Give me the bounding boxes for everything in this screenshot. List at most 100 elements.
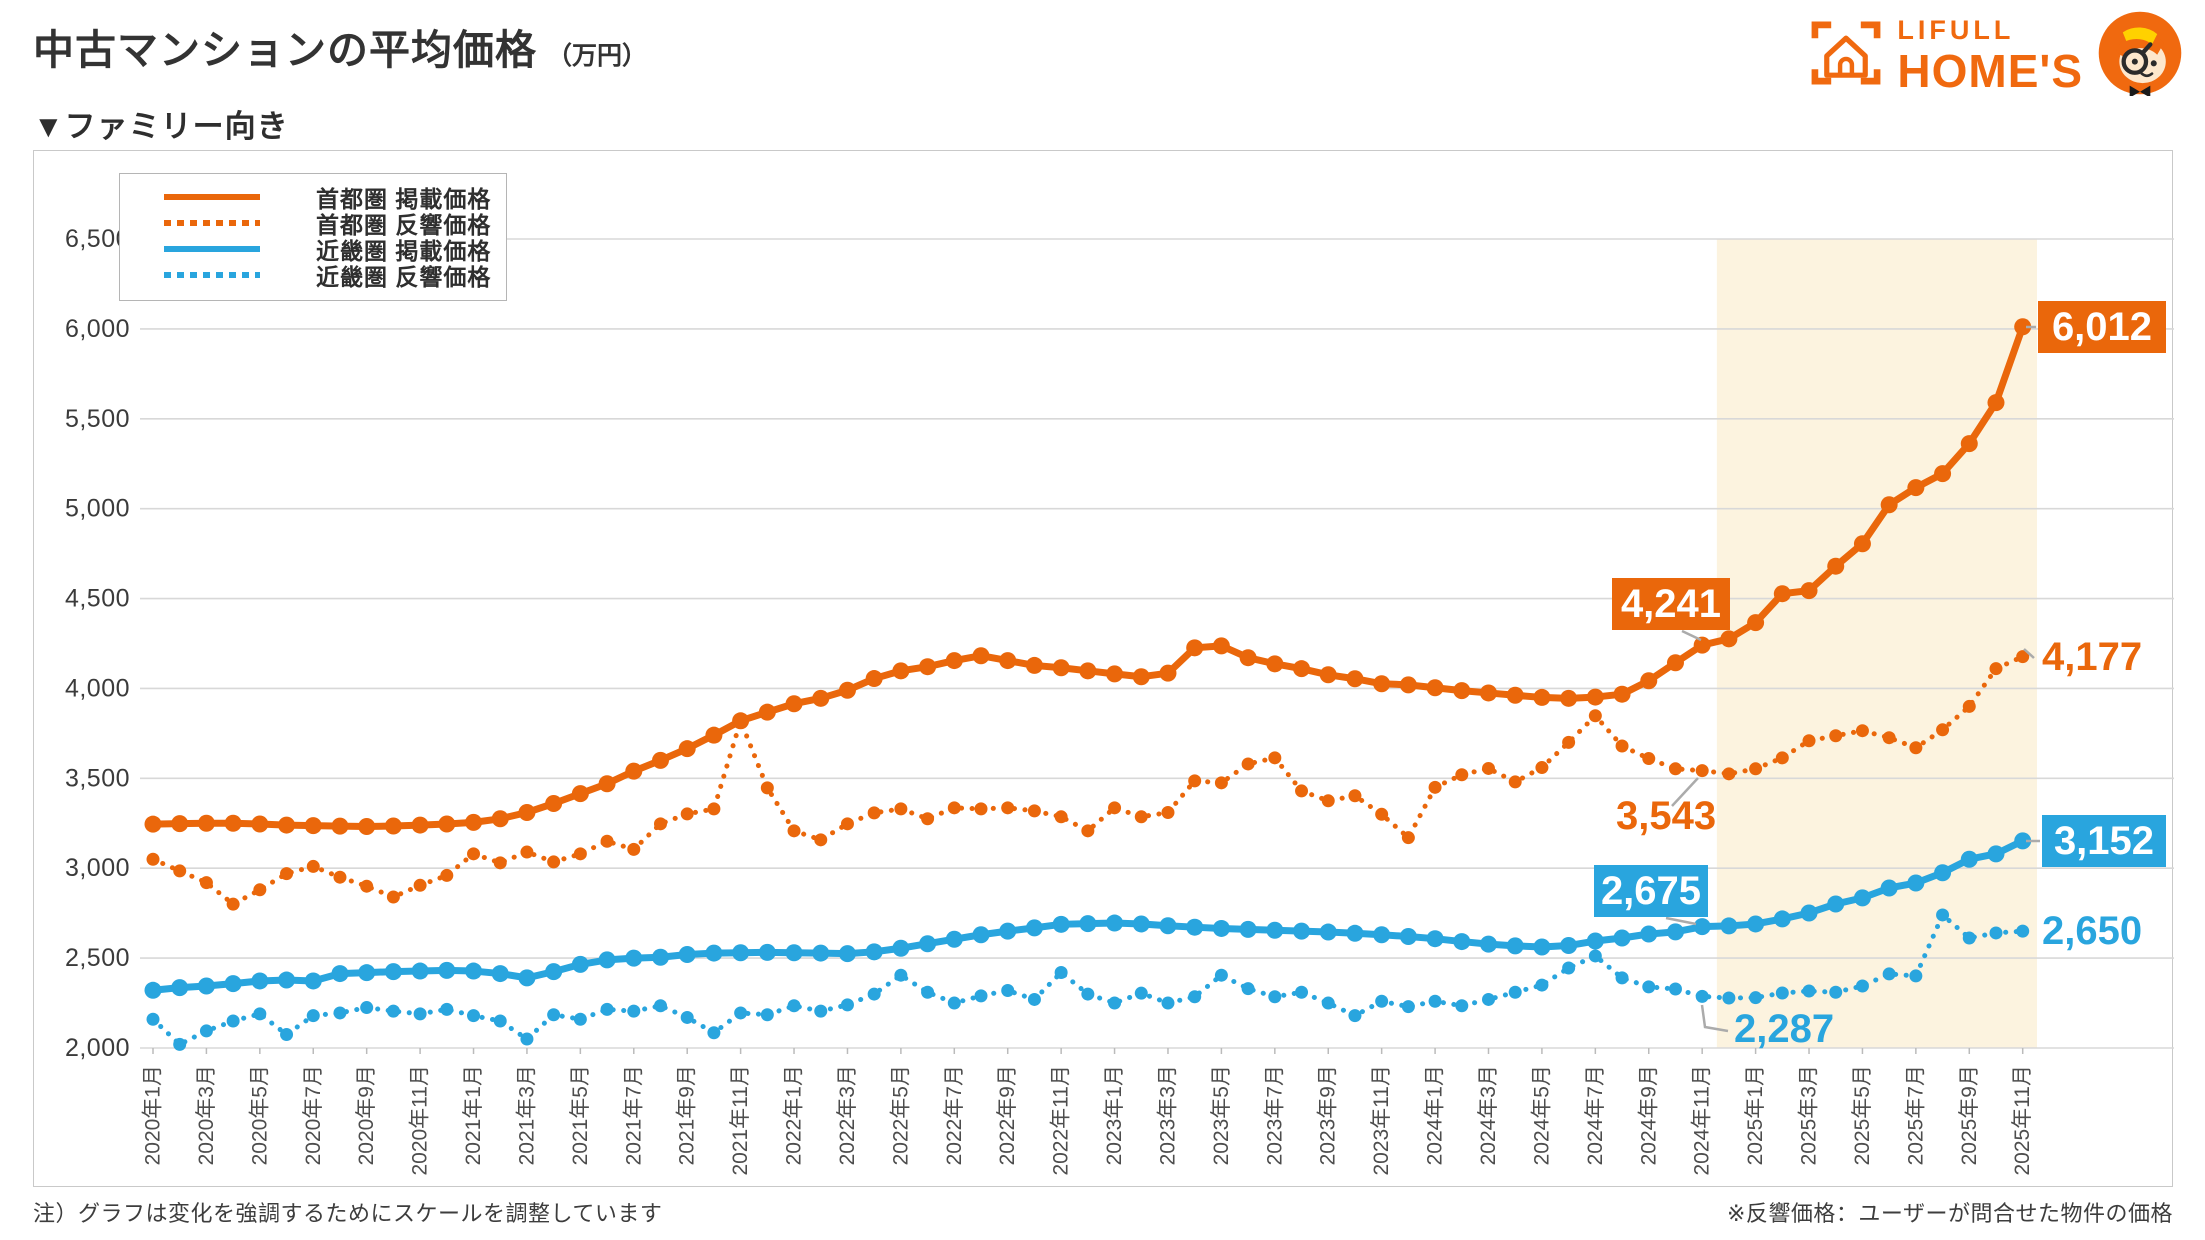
page-title-bar: 中古マンションの平均価格 （万円） bbox=[33, 16, 647, 76]
data-point bbox=[1934, 465, 1952, 483]
footnote-scale-note: 注）グラフは変化を強調するためにスケールを調整しています bbox=[33, 1201, 663, 1226]
data-point bbox=[520, 1032, 534, 1046]
data-point bbox=[1132, 915, 1150, 933]
data-point bbox=[1693, 636, 1711, 654]
data-point bbox=[999, 922, 1017, 940]
data-point bbox=[411, 816, 429, 834]
data-point bbox=[1615, 739, 1629, 753]
x-tick-label: 2024年7月 bbox=[1584, 1065, 1607, 1165]
data-point bbox=[1348, 789, 1362, 803]
data-point bbox=[1936, 908, 1950, 922]
data-point bbox=[1212, 919, 1230, 937]
data-point bbox=[573, 1012, 587, 1026]
legend-label: 首都圏 掲載価格 bbox=[316, 186, 492, 212]
x-tick-label: 2021年11月 bbox=[729, 1065, 752, 1176]
data-point bbox=[1773, 585, 1791, 603]
data-point bbox=[1399, 928, 1417, 946]
data-point bbox=[1586, 932, 1604, 950]
data-point bbox=[306, 1009, 320, 1023]
data-point bbox=[2014, 832, 2032, 850]
data-point bbox=[545, 963, 563, 981]
data-point bbox=[1880, 879, 1898, 897]
data-point bbox=[253, 883, 267, 897]
x-tick-label: 2025年3月 bbox=[1798, 1065, 1821, 1165]
data-point bbox=[1375, 807, 1389, 821]
data-point bbox=[144, 815, 162, 833]
data-point bbox=[1802, 734, 1816, 748]
data-point bbox=[680, 807, 694, 821]
legend-line-dotted-orange bbox=[164, 220, 260, 226]
annotation-value-label: 6,012 bbox=[2052, 305, 2152, 349]
series-0-listed-line-group bbox=[144, 318, 2032, 836]
data-point bbox=[1108, 996, 1122, 1010]
data-point bbox=[1214, 968, 1228, 982]
data-point bbox=[1295, 985, 1309, 999]
data-point bbox=[1560, 689, 1578, 707]
x-tick-label: 2025年5月 bbox=[1851, 1065, 1874, 1165]
data-point bbox=[226, 1014, 240, 1028]
data-point bbox=[1186, 639, 1204, 657]
data-point bbox=[1722, 767, 1736, 781]
data-point bbox=[465, 813, 483, 831]
data-point bbox=[1640, 925, 1658, 943]
data-point bbox=[705, 726, 723, 744]
annotation-leader-line bbox=[2023, 648, 2035, 659]
data-point bbox=[1882, 731, 1896, 745]
annotation-box bbox=[2042, 815, 2166, 867]
data-point bbox=[199, 876, 213, 890]
data-point bbox=[787, 824, 801, 838]
data-point bbox=[892, 939, 910, 957]
data-point bbox=[1268, 990, 1282, 1004]
price-trend-chart: 2,000 2,500 3,000 3,500 4,000 4,500 5,000 5,500… bbox=[65, 225, 2174, 1176]
data-point bbox=[838, 945, 856, 963]
data-point bbox=[173, 864, 187, 878]
data-point bbox=[1134, 810, 1148, 824]
x-tick-label: 2024年1月 bbox=[1424, 1065, 1447, 1165]
data-point bbox=[1962, 931, 1976, 945]
data-point bbox=[1295, 784, 1309, 798]
data-point bbox=[2016, 650, 2030, 664]
page-title: 中古マンションの平均価格 bbox=[33, 27, 537, 73]
data-point bbox=[1161, 996, 1175, 1010]
legend-item-kinki-inquiry: 近畿圏 反響価格 bbox=[120, 262, 506, 290]
data-point bbox=[1159, 917, 1177, 935]
x-tick-label: 2022年9月 bbox=[996, 1065, 1019, 1165]
data-point bbox=[1562, 735, 1576, 749]
data-point bbox=[945, 930, 963, 948]
legend-label: 近畿圏 掲載価格 bbox=[316, 238, 492, 264]
data-point bbox=[653, 999, 667, 1013]
legend-item-shutoken-inquiry: 首都圏 反響価格 bbox=[120, 210, 506, 238]
data-point bbox=[705, 944, 723, 962]
x-tick-label: 2022年3月 bbox=[836, 1065, 859, 1165]
data-point bbox=[921, 812, 935, 826]
data-point bbox=[627, 1004, 641, 1018]
data-point bbox=[1666, 923, 1684, 941]
logo-lifull-text: LIFULL bbox=[1897, 15, 2015, 45]
logo-wordmark: LIFULL HOME'S bbox=[1897, 15, 2083, 95]
data-point bbox=[1321, 996, 1335, 1010]
legend-label: 首都圏 反響価格 bbox=[316, 212, 492, 238]
series-3-inquiry-line-group bbox=[146, 908, 2030, 1051]
data-point bbox=[1642, 752, 1656, 766]
series-1-inquiry-line-group bbox=[146, 650, 2030, 911]
data-point bbox=[1266, 655, 1284, 673]
data-point bbox=[1668, 762, 1682, 776]
data-point bbox=[1907, 479, 1925, 497]
annotation-box bbox=[2038, 301, 2166, 353]
data-point bbox=[1214, 776, 1228, 790]
data-point bbox=[1373, 926, 1391, 944]
data-point bbox=[1239, 649, 1257, 667]
x-tick-label: 2021年5月 bbox=[569, 1065, 592, 1165]
y-tick-label: 3,000 bbox=[65, 854, 130, 882]
data-point bbox=[814, 833, 828, 847]
data-point bbox=[1533, 938, 1551, 956]
data-point bbox=[598, 775, 616, 793]
data-point bbox=[1480, 935, 1497, 953]
data-point bbox=[1001, 983, 1015, 997]
data-point bbox=[972, 926, 990, 944]
data-point bbox=[1081, 987, 1095, 1001]
data-point bbox=[1108, 801, 1122, 815]
data-point bbox=[1375, 994, 1389, 1008]
data-point bbox=[840, 817, 854, 831]
